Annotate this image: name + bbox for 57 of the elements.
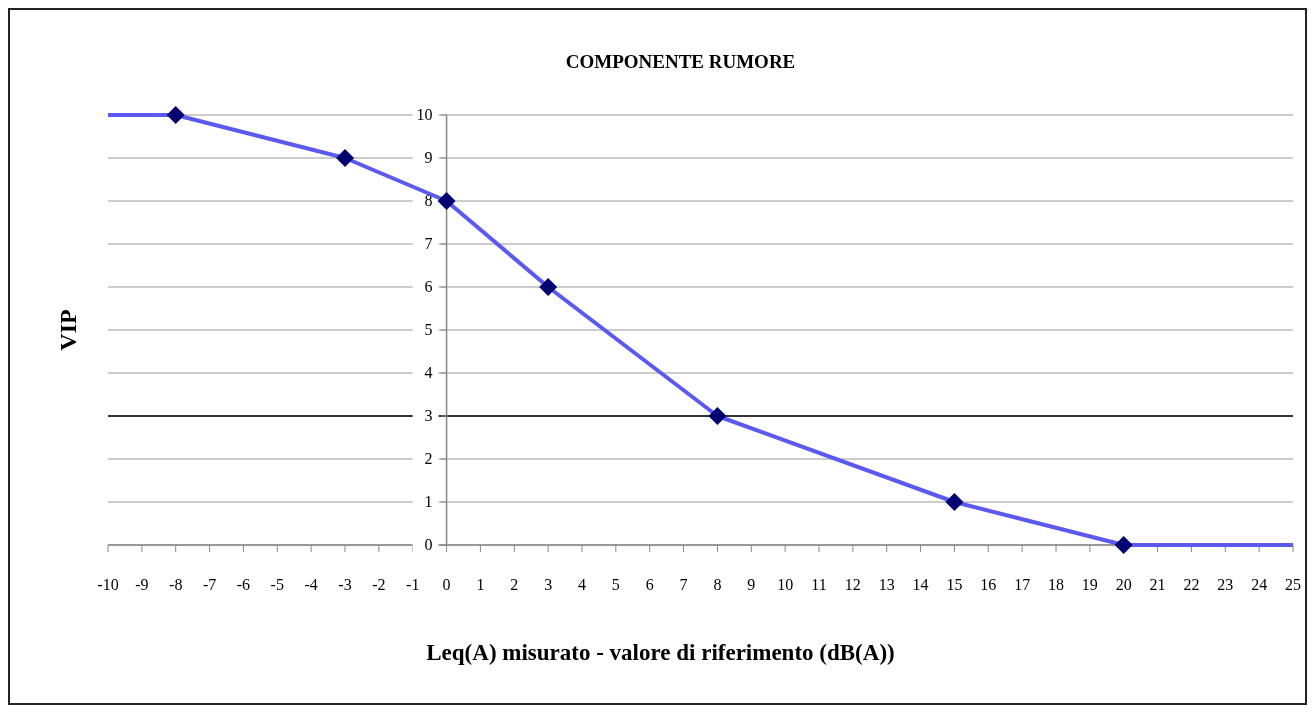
y-tick-label: 1 — [424, 493, 433, 510]
point — [166, 106, 185, 124]
x-tick-label: -10 — [97, 576, 119, 593]
y-tick-label: 4 — [424, 364, 433, 381]
x-tick-label: 8 — [713, 576, 722, 593]
x-tick-label: 13 — [878, 576, 895, 593]
x-tick-label: 6 — [645, 576, 654, 593]
point — [336, 149, 354, 167]
point — [437, 192, 456, 210]
x-tick-label: 7 — [679, 576, 688, 593]
x-tick-label: 23 — [1217, 576, 1234, 593]
x-tick-label: 10 — [777, 576, 794, 593]
x-tick-label: 11 — [811, 576, 827, 593]
x-tick-label: -1 — [406, 576, 420, 593]
x-tick-label: 12 — [844, 576, 861, 593]
x-tick-label: 20 — [1115, 576, 1132, 593]
x-tick-label: 17 — [1014, 576, 1031, 593]
x-tick-label: -4 — [304, 576, 318, 593]
y-tick-label: 5 — [424, 321, 433, 338]
chart-title: COMPONENTE RUMORE — [565, 51, 796, 72]
y-tick-label: 9 — [424, 149, 433, 166]
y-tick-label: 7 — [424, 235, 433, 252]
x-tick-label: -2 — [372, 576, 386, 593]
y-tick-label: 6 — [424, 278, 433, 295]
x-tick-label: 0 — [442, 576, 451, 593]
point — [539, 278, 558, 296]
x-tick-label: -7 — [202, 576, 217, 593]
x-tick-label: 2 — [510, 576, 519, 593]
y-tick-label: 2 — [424, 450, 433, 467]
y-tick-label: 10 — [416, 106, 433, 123]
x-tick-label: 21 — [1149, 576, 1166, 593]
x-tick-label: 18 — [1048, 576, 1064, 593]
x-tick-label: 5 — [611, 576, 620, 593]
x-tick-label: 25 — [1285, 576, 1301, 593]
x-axis-title: Leq(A) misurato - valore di riferimento (dB(A)) — [426, 640, 895, 665]
point — [708, 407, 727, 425]
x-tick-label: 16 — [980, 576, 997, 593]
x-tick-label: 9 — [747, 576, 756, 593]
point — [945, 493, 964, 511]
point — [1114, 536, 1133, 554]
x-tick-label: -5 — [270, 576, 284, 593]
x-tick-label: 22 — [1183, 576, 1200, 593]
y-axis-title: VIP — [55, 309, 81, 351]
x-tick-label: -8 — [169, 576, 183, 593]
x-tick-label: 15 — [946, 576, 963, 593]
x-tick-label: 4 — [578, 576, 586, 593]
x-tick-label: 19 — [1081, 576, 1098, 593]
x-tick-label: 14 — [912, 576, 929, 593]
y-tick-label: 8 — [424, 192, 433, 209]
x-tick-label: -3 — [338, 576, 352, 593]
x-tick-label: -9 — [135, 576, 149, 593]
y-tick-label: 3 — [424, 407, 433, 424]
x-tick-label: 24 — [1251, 576, 1268, 593]
y-tick-label: 0 — [424, 536, 433, 553]
x-tick-label: -6 — [236, 576, 251, 593]
x-tick-label: 1 — [476, 576, 485, 593]
x-tick-label: 3 — [544, 576, 553, 593]
